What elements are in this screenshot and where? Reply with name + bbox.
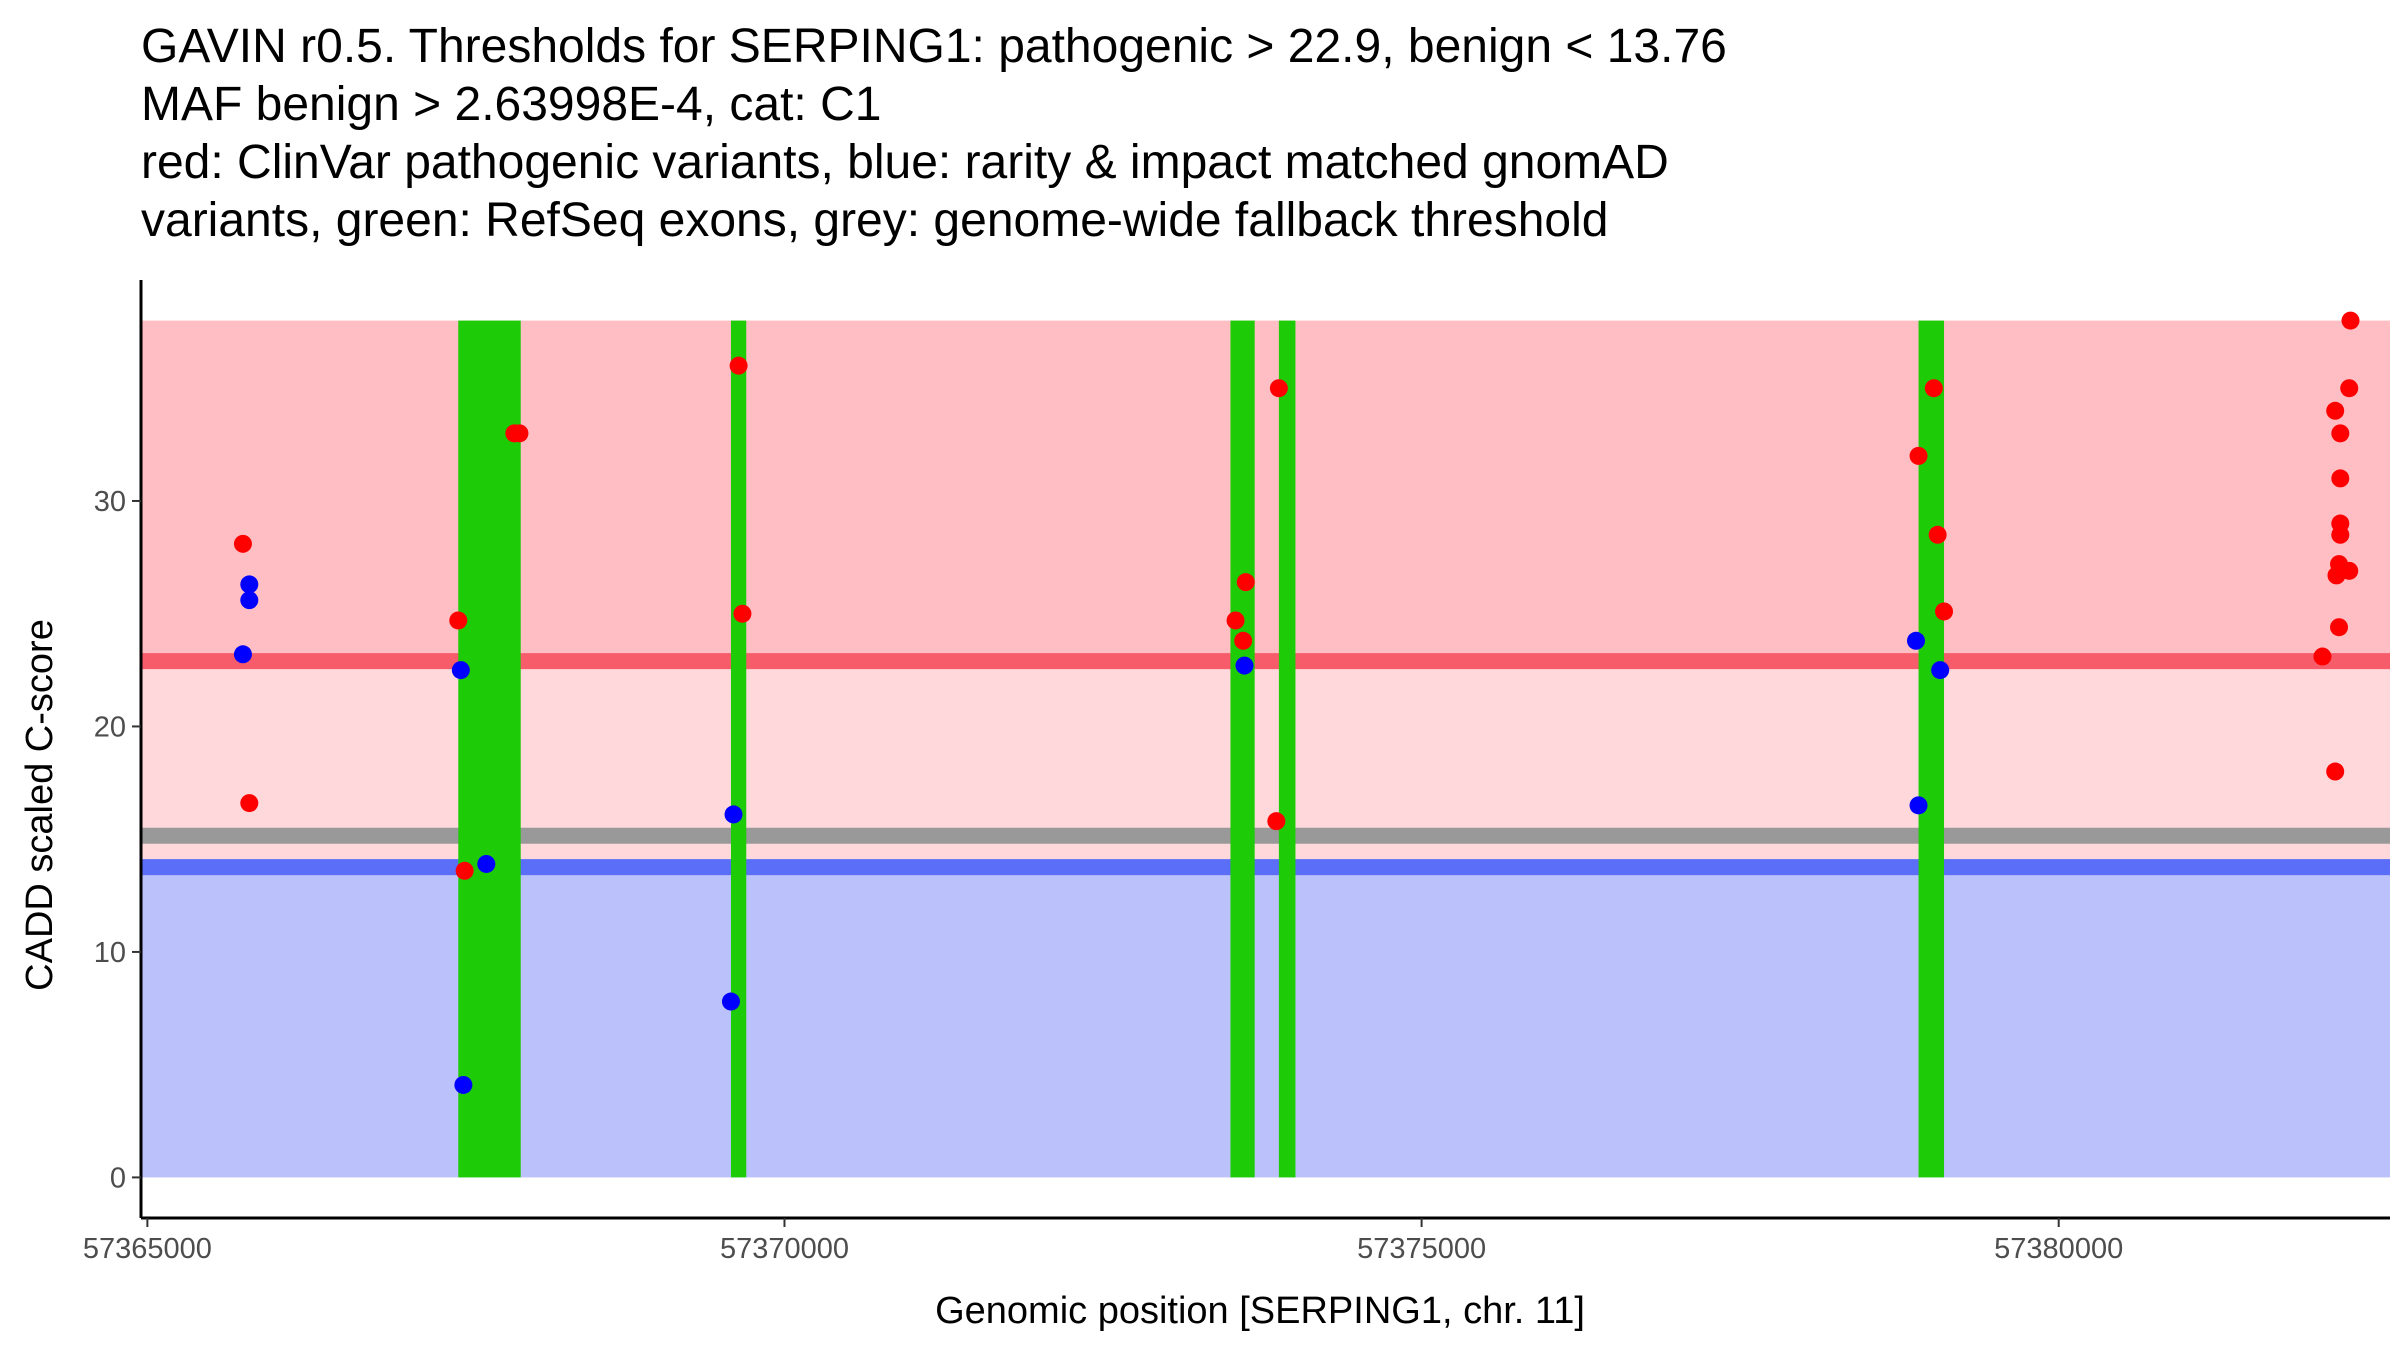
chart-title: GAVIN r0.5. Thresholds for SERPING1: pat… [141,20,1727,247]
gnomad-variant-point [477,854,496,873]
gnomad-variant-point [451,661,470,680]
x-tick-label: 57380000 [1994,1233,2123,1265]
pathogenic-variant-point [733,604,752,623]
pathogenic-variant-point [2331,424,2350,443]
x-tick-label: 57365000 [83,1233,212,1265]
y-axis-title: CADD scaled C-score [19,619,61,991]
exon-bar-1 [458,320,521,1178]
gnomad-variant-point [240,591,259,610]
pathogenic-variant-point [1935,602,1954,621]
gnomad-variant-point [1906,631,1925,650]
pathogenic-variant-point [2331,525,2350,544]
gnomad-variant-point [1931,661,1950,680]
gnomad-variant-point [724,805,743,824]
pathogenic-variant-point [2331,469,2350,488]
pathogenic-variant-point [1909,446,1928,465]
plot-area [141,311,2390,1178]
y-tick-label: 30 [94,486,126,518]
pathogenic-variant-point [2326,762,2345,781]
x-tick-label: 57375000 [1357,1233,1486,1265]
title-line-4: variants, green: RefSeq exons, grey: gen… [141,194,1608,247]
axes: 0 10 20 30 57365000 57370000 57375000 57380000 [83,280,2390,1265]
pathogenic-variant-point [1928,525,1947,544]
pathogenic-variant-point [2313,647,2332,666]
pathogenic-variant-point [2330,618,2349,637]
exon-bar-4 [1278,320,1296,1178]
gnomad-variant-point [233,645,252,664]
title-line-1: GAVIN r0.5. Thresholds for SERPING1: pat… [141,20,1727,73]
y-tick-label: 20 [94,711,126,743]
pathogenic-variant-point [1226,611,1245,630]
exon-bar-3 [1230,320,1255,1178]
pathogenic-variant-point [455,861,474,880]
x-axis-title: Genomic position [SERPING1, chr. 11] [935,1290,1585,1332]
pathogenic-variant-point [1236,573,1255,592]
pathogenic-variant-point [2341,311,2360,330]
y-tick-label: 0 [110,1162,126,1194]
exon-bar-2 [730,320,747,1178]
pathogenic-variant-point [2340,561,2359,580]
pathogenic-variant-point [240,794,259,813]
gnomad-variant-point [1235,656,1254,675]
y-tick-label: 10 [94,937,126,969]
benign-variant-points [233,575,1950,1094]
pathogenic-variant-point [233,534,252,553]
pathogenic-variant-point [1234,631,1253,650]
pathogenic-variant-point [729,356,748,375]
gnomad-variant-point [721,992,740,1011]
pathogenic-variant-point [1924,379,1943,398]
gnomad-variant-point [454,1075,473,1094]
pathogenic-variant-point [1267,812,1286,831]
x-tick-label: 57370000 [720,1233,849,1265]
pathogenic-variant-point [2340,379,2359,398]
pathogenic-variant-point [2326,401,2345,420]
pathogenic-variant-points [233,311,2360,880]
title-line-3: red: ClinVar pathogenic variants, blue: … [141,136,1669,189]
pathogenic-variant-point [510,424,529,443]
title-line-2: MAF benign > 2.63998E-4, cat: C1 [141,78,881,131]
pathogenic-variant-point [449,611,468,630]
gnomad-variant-point [240,575,259,594]
pathogenic-variant-point [1269,379,1288,398]
gnomad-variant-point [1909,796,1928,815]
